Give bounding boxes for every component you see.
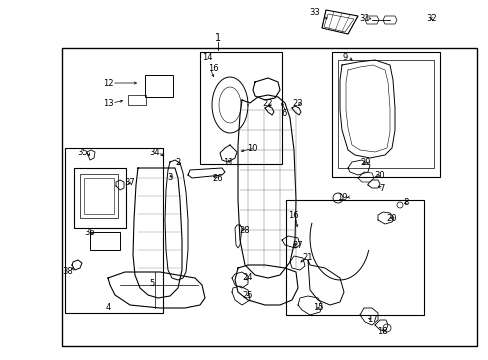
Text: 32: 32 <box>426 14 436 23</box>
Text: 28: 28 <box>239 225 250 234</box>
Text: 5: 5 <box>149 279 154 288</box>
Text: 33: 33 <box>309 8 320 17</box>
Text: 8: 8 <box>403 198 408 207</box>
Text: 26: 26 <box>212 174 223 183</box>
Text: 12: 12 <box>102 78 113 87</box>
Text: 2: 2 <box>175 158 180 166</box>
Text: 25: 25 <box>242 291 253 300</box>
Text: 37: 37 <box>124 177 135 186</box>
Text: 35: 35 <box>78 148 88 157</box>
Bar <box>128 95 146 105</box>
Text: 16: 16 <box>207 63 218 72</box>
Bar <box>337 60 433 168</box>
Bar <box>65 148 163 313</box>
Bar <box>80 174 118 218</box>
Bar <box>84 178 114 214</box>
Text: 4: 4 <box>105 303 110 312</box>
Bar <box>285 200 423 315</box>
Text: 34: 34 <box>149 148 160 157</box>
Text: 21: 21 <box>302 252 313 261</box>
Text: 10: 10 <box>246 144 257 153</box>
Bar <box>62 48 476 346</box>
Text: 23: 23 <box>292 99 303 108</box>
Text: 6: 6 <box>281 108 286 117</box>
Text: 16: 16 <box>287 211 298 220</box>
Text: 30: 30 <box>374 171 385 180</box>
Bar <box>200 52 282 164</box>
Text: 3: 3 <box>167 172 172 181</box>
Bar <box>90 232 120 250</box>
Text: 11: 11 <box>223 158 233 166</box>
Text: 31: 31 <box>359 14 369 23</box>
Text: 17: 17 <box>366 315 377 324</box>
Text: 7: 7 <box>379 184 384 193</box>
Text: 27: 27 <box>292 240 303 249</box>
Text: 19: 19 <box>336 193 346 202</box>
Text: 38: 38 <box>62 267 73 276</box>
Text: 9: 9 <box>342 53 347 62</box>
Text: 36: 36 <box>84 228 95 237</box>
Text: 14: 14 <box>202 53 212 62</box>
Text: 13: 13 <box>102 99 113 108</box>
Text: 29: 29 <box>360 158 370 166</box>
Text: 24: 24 <box>242 274 253 283</box>
Bar <box>74 168 126 228</box>
Bar <box>145 75 173 97</box>
Text: 1: 1 <box>215 33 221 43</box>
Text: 18: 18 <box>376 328 386 337</box>
Text: 22: 22 <box>262 99 273 108</box>
Bar <box>331 52 439 177</box>
Text: 15: 15 <box>312 303 323 312</box>
Text: 20: 20 <box>386 213 396 222</box>
